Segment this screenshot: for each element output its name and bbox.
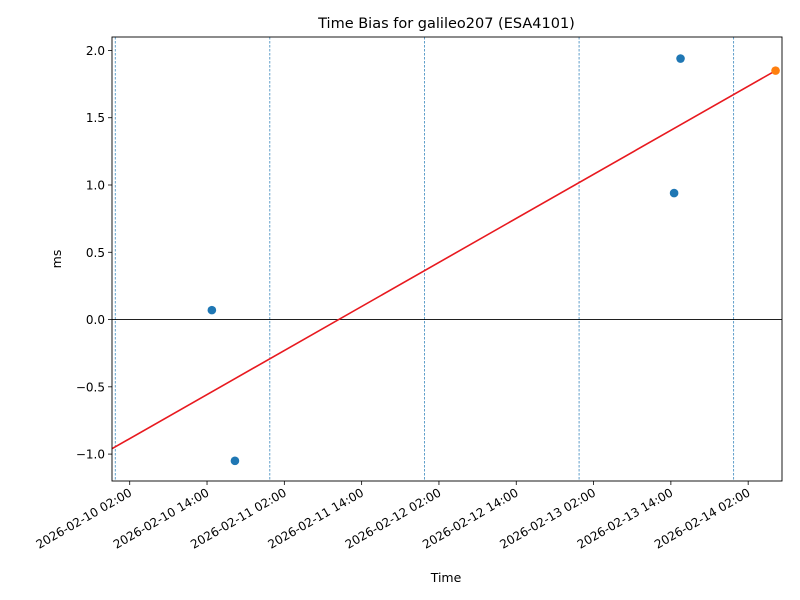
trend-line bbox=[111, 69, 776, 450]
x-axis-label: Time bbox=[430, 570, 462, 585]
data-point-0-1 bbox=[230, 456, 240, 466]
y-tick-label-0: −1.0 bbox=[76, 448, 105, 462]
data-point-0-0 bbox=[207, 305, 217, 315]
chart-title: Time Bias for galileo207 (ESA4101) bbox=[317, 16, 575, 32]
y-tick-label-2: 0.0 bbox=[86, 313, 105, 327]
data-point-0-3 bbox=[676, 54, 685, 63]
y-tick-label-3: 0.5 bbox=[86, 246, 105, 260]
data-point-1-0 bbox=[771, 66, 780, 75]
y-axis-label: ms bbox=[49, 250, 64, 269]
y-tick-label-4: 1.0 bbox=[86, 179, 105, 193]
y-tick-label-1: −0.5 bbox=[76, 380, 105, 394]
y-tick-label-5: 1.5 bbox=[86, 111, 105, 125]
plot-frame bbox=[111, 36, 783, 482]
vertical-reference-lines bbox=[114, 37, 735, 481]
y-tick-label-6: 2.0 bbox=[86, 44, 105, 58]
data-point-0-2 bbox=[669, 188, 679, 198]
data-series bbox=[111, 54, 780, 466]
y-axis-ticks: −1.0 −0.5 0.0 0.5 1.0 1.5 2.0 bbox=[76, 44, 112, 462]
